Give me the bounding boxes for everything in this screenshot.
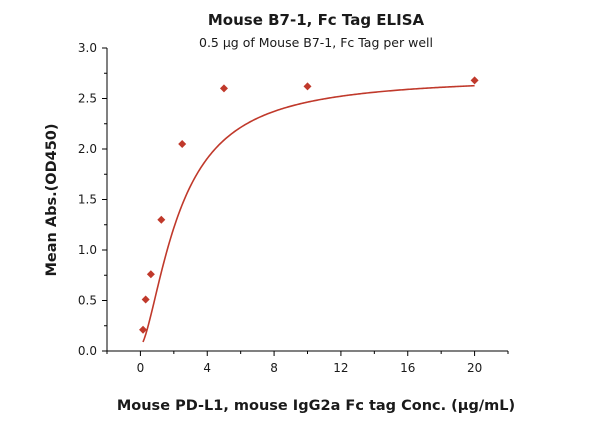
fit-curve	[142, 84, 475, 343]
x-tick-label: 8	[270, 361, 278, 375]
chart-title: Mouse B7-1, Fc Tag ELISA	[208, 11, 425, 29]
x-tick-label: 12	[333, 361, 348, 375]
axes	[106, 48, 508, 352]
x-tick-label: 0	[137, 361, 145, 375]
data-point	[470, 76, 479, 85]
data-point	[146, 270, 155, 279]
data-point	[157, 215, 166, 224]
x-axis-label: Mouse PD-L1, mouse IgG2a Fc tag Conc. (µ…	[117, 398, 515, 414]
y-tick-label: 1.0	[78, 243, 97, 257]
data-points	[139, 76, 479, 334]
y-tick-label: 0.0	[78, 344, 97, 358]
x-tick-label: 4	[203, 361, 211, 375]
data-point	[178, 139, 187, 148]
y-tick-label: 2.0	[78, 142, 97, 156]
chart-subtitle: 0.5 µg of Mouse B7-1, Fc Tag per well	[199, 35, 433, 50]
y-tick-label: 3.0	[78, 41, 97, 55]
data-point	[219, 84, 228, 93]
x-tick-label: 16	[400, 361, 415, 375]
y-axis-label: Mean Abs.(OD450)	[44, 123, 60, 276]
data-point	[303, 82, 312, 91]
data-point	[141, 295, 150, 304]
data-point	[139, 325, 148, 334]
y-ticks: 0.0 0.5 1.0 1.5 2.0 2.5 3.0	[78, 41, 107, 358]
x-ticks: 0 4 8 12 16 20	[106, 351, 509, 375]
y-tick-label: 2.5	[78, 92, 97, 106]
y-tick-label: 1.5	[78, 193, 97, 207]
x-tick-label: 20	[467, 361, 482, 375]
y-tick-label: 0.5	[78, 294, 97, 308]
